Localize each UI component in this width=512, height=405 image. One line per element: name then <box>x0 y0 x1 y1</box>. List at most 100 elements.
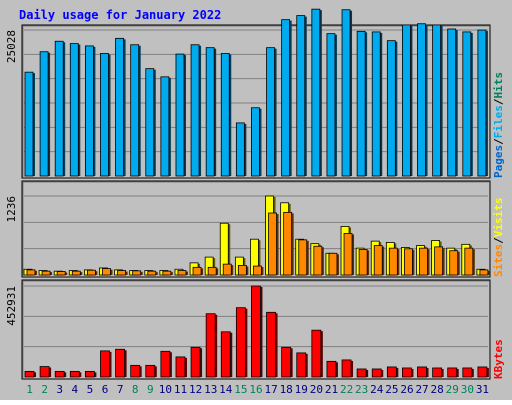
y-max-label: 1236 <box>5 196 18 223</box>
x-tick-label-day-13: 13 <box>204 383 217 396</box>
x-tick-label-day-31: 31 <box>476 383 489 396</box>
x-tick-label-day-27: 27 <box>415 383 428 396</box>
bar-sites-day-27 <box>419 247 428 276</box>
legend-hits: Hits <box>492 72 505 99</box>
legend-separator: / <box>492 138 505 145</box>
bar-files-day-17 <box>266 47 275 177</box>
bar-kbytes-day-4 <box>69 370 80 378</box>
x-tick-label-day-10: 10 <box>159 383 172 396</box>
bar-kbytes-day-23 <box>356 368 367 378</box>
bar-kbytes-day-7 <box>115 348 125 378</box>
bar-files-day-13 <box>205 47 215 177</box>
bar-files-day-22 <box>341 9 351 177</box>
bar-sites-day-21 <box>328 252 338 276</box>
bar-files-day-5 <box>84 45 94 177</box>
bar-sites-day-29 <box>449 250 459 276</box>
bar-files-day-15 <box>235 122 245 177</box>
x-tick-label-day-12: 12 <box>189 383 202 396</box>
bar-kbytes-day-18 <box>281 346 292 378</box>
panel-3: 452931 KBytes <box>5 279 505 380</box>
bar-kbytes-day-26 <box>402 367 412 378</box>
bar-sites-day-22 <box>343 233 353 276</box>
bar-kbytes-day-1 <box>24 370 35 378</box>
bar-sites-day-30 <box>464 247 474 276</box>
x-tick-label-day-4: 4 <box>72 383 79 396</box>
x-tick-label-day-19: 19 <box>295 383 308 396</box>
bar-sites-day-1 <box>26 269 36 276</box>
series-legend: KBytes <box>492 339 505 379</box>
bar-sites-day-20 <box>313 245 323 276</box>
x-tick-label-day-11: 11 <box>174 383 187 396</box>
bar-kbytes-day-21 <box>326 360 337 378</box>
bar-kbytes-day-12 <box>190 346 201 378</box>
bar-kbytes-day-6 <box>100 350 110 378</box>
bar-sites-day-9 <box>147 270 157 276</box>
bar-kbytes-day-5 <box>84 370 95 378</box>
bar-sites-day-8 <box>132 270 142 276</box>
legend-pages: Pages <box>492 145 505 178</box>
bar-kbytes-day-22 <box>341 359 352 378</box>
bar-sites-day-13 <box>207 266 217 276</box>
bar-sites-day-16 <box>253 265 262 276</box>
bar-files-day-9 <box>145 68 155 177</box>
bar-sites-day-7 <box>117 270 126 276</box>
bar-files-day-20 <box>311 8 321 177</box>
bar-kbytes-day-11 <box>175 356 186 378</box>
bar-files-day-28 <box>432 24 442 177</box>
bar-sites-day-31 <box>479 269 489 276</box>
bar-files-day-19 <box>296 15 306 177</box>
bar-kbytes-day-3 <box>54 370 65 378</box>
series-legend: Pages/Files/Hits <box>492 72 505 178</box>
bar-files-day-6 <box>100 53 109 177</box>
bar-files-day-21 <box>326 33 336 177</box>
x-tick-label-day-16: 16 <box>249 383 262 396</box>
bar-kbytes-day-31 <box>477 366 488 378</box>
bar-kbytes-day-2 <box>39 366 50 378</box>
y-max-label: 452931 <box>5 286 18 326</box>
bar-sites-day-12 <box>192 266 202 276</box>
bar-sites-day-24 <box>373 245 383 276</box>
bar-files-day-1 <box>24 71 34 177</box>
x-tick-label-day-6: 6 <box>102 383 109 396</box>
legend-sites: Sites <box>492 244 505 277</box>
bar-files-day-16 <box>251 107 260 177</box>
bar-kbytes-day-9 <box>145 364 156 378</box>
bar-kbytes-day-27 <box>417 366 427 378</box>
bar-kbytes-day-28 <box>432 367 443 378</box>
bar-files-day-26 <box>402 24 411 177</box>
bar-files-day-2 <box>39 51 49 177</box>
bar-kbytes-day-20 <box>311 329 322 378</box>
x-tick-label-day-14: 14 <box>219 383 233 396</box>
bar-kbytes-day-14 <box>220 331 231 378</box>
x-tick-label-day-7: 7 <box>117 383 124 396</box>
bar-kbytes-day-8 <box>130 364 141 378</box>
x-tick-label-day-8: 8 <box>132 383 139 396</box>
bar-files-day-18 <box>281 19 291 177</box>
bar-files-day-7 <box>115 37 124 177</box>
x-tick-label-day-21: 21 <box>325 383 338 396</box>
x-tick-label-day-29: 29 <box>446 383 459 396</box>
bar-sites-day-4 <box>71 270 81 276</box>
bar-files-day-25 <box>386 40 396 177</box>
bar-sites-day-11 <box>177 270 187 276</box>
x-tick-label-day-23: 23 <box>355 383 368 396</box>
x-tick-label-day-2: 2 <box>41 383 48 396</box>
bar-files-day-29 <box>447 28 457 177</box>
bar-kbytes-day-16 <box>251 285 261 378</box>
bar-files-day-24 <box>371 31 381 177</box>
legend-separator: / <box>492 237 505 244</box>
x-tick-label-day-3: 3 <box>56 383 63 396</box>
x-tick-label-day-30: 30 <box>461 383 474 396</box>
x-tick-label-day-17: 17 <box>264 383 277 396</box>
y-max-label: 25028 <box>5 30 18 63</box>
bar-kbytes-day-15 <box>235 307 246 378</box>
chart-title: Daily usage for January 2022 <box>19 8 221 22</box>
x-tick-label-day-25: 25 <box>385 383 398 396</box>
x-tick-label-day-15: 15 <box>234 383 247 396</box>
x-tick-label-day-28: 28 <box>431 383 444 396</box>
legend-files: Files <box>492 105 505 138</box>
bar-files-day-30 <box>462 31 472 177</box>
bar-sites-day-23 <box>358 249 368 276</box>
